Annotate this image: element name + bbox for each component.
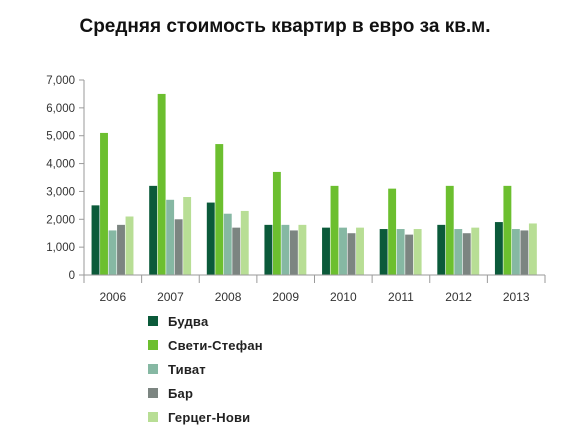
bar-Герцег-Нови-2013	[528, 223, 537, 275]
bar-Свети-Стефан-2007	[157, 93, 166, 276]
legend-swatch	[148, 316, 158, 326]
legend-item: Будва	[148, 309, 263, 333]
legend-item: Герцег-Нови	[148, 405, 263, 429]
legend-label: Свети-Стефан	[168, 337, 263, 353]
x-tick-label: 2007	[157, 290, 184, 304]
x-tick-label: 2011	[388, 290, 414, 304]
y-tick-label: 0	[69, 270, 75, 282]
y-tick-label: 5,000	[46, 131, 75, 143]
bar-Бар-2007	[174, 219, 183, 275]
legend-label: Будва	[168, 313, 209, 329]
legend-swatch	[148, 412, 158, 422]
bar-Свети-Стефан-2009	[272, 171, 281, 275]
bar-Бар-2006	[117, 224, 125, 275]
bar-Бар-2013	[520, 230, 529, 275]
bar-Герцег-Нови-2007	[183, 197, 192, 275]
bar-Бар-2008	[232, 227, 241, 275]
bar-Бар-2011	[405, 234, 414, 275]
bar-Тиват-2012	[454, 229, 463, 275]
chart-title: Средняя стоимость квартир в евро за кв.м…	[79, 16, 491, 37]
bar-Герцег-Нови-2011	[413, 229, 422, 275]
bar-Герцег-Нови-2010	[356, 227, 364, 275]
bar-Будва-2007	[149, 185, 158, 275]
x-tick-label: 2013	[503, 290, 530, 304]
bar-Будва-2009	[264, 224, 273, 275]
bar-Свети-Стефан-2011	[388, 188, 397, 275]
legend-item: Тиват	[148, 357, 263, 381]
bar-Бар-2012	[462, 233, 471, 275]
x-tick-label: 2006	[99, 290, 126, 304]
bar-Тиват-2007	[166, 199, 175, 275]
x-tick-label: 2009	[272, 290, 299, 304]
x-axis: 2006 2007 2008 2009 2010 2011 2012 2013	[83, 274, 546, 304]
bar-Тиват-2011	[396, 229, 405, 275]
bar-Будва-2013	[494, 222, 503, 275]
x-tick-label: 2008	[215, 290, 242, 304]
y-tick-label: 4,000	[46, 159, 75, 171]
bar-Тиват-2008	[223, 213, 232, 275]
legend-label: Герцег-Нови	[168, 409, 251, 425]
legend: Будва Свети-Стефан Тиват Бар Герцег-Нови	[148, 309, 263, 429]
bar-Свети-Стефан-2006	[100, 132, 108, 275]
legend-swatch	[148, 388, 158, 398]
bar-Тиват-2010	[339, 227, 347, 275]
x-tick-label: 2010	[330, 290, 357, 304]
bar-Будва-2010	[322, 227, 330, 275]
bar-Будва-2011	[379, 229, 388, 275]
bar-Свети-Стефан-2013	[503, 185, 512, 275]
x-tick-label: 2012	[445, 290, 472, 304]
legend-item: Свети-Стефан	[148, 333, 263, 357]
y-tick-label: 3,000	[46, 186, 75, 198]
bar-Герцег-Нови-2008	[240, 210, 249, 275]
bar-Тиват-2006	[108, 230, 117, 275]
legend-item: Бар	[148, 381, 263, 405]
y-tick-label: 6,000	[46, 103, 75, 115]
legend-label: Тиват	[168, 361, 206, 377]
bar-Тиват-2009	[281, 224, 290, 275]
bar-Свети-Стефан-2012	[445, 185, 454, 275]
bar-Свети-Стефан-2010	[330, 185, 339, 275]
y-tick-label: 2,000	[46, 214, 75, 226]
bars	[91, 93, 537, 276]
bar-Будва-2008	[206, 202, 215, 275]
legend-swatch	[148, 340, 158, 350]
bar-Будва-2006	[91, 205, 100, 275]
bar-Герцег-Нови-2009	[298, 224, 307, 275]
y-tick-label: 7,000	[46, 75, 75, 87]
bar-Будва-2012	[437, 224, 446, 275]
legend-label: Бар	[168, 385, 194, 401]
bar-Бар-2009	[289, 230, 298, 275]
bar-Тиват-2013	[511, 229, 520, 275]
bar-Герцег-Нови-2012	[471, 227, 480, 275]
legend-swatch	[148, 364, 158, 374]
bar-Свети-Стефан-2008	[215, 144, 224, 275]
y-tick-label: 1,000	[46, 242, 75, 254]
bar-Бар-2010	[347, 233, 356, 275]
bar-Герцег-Нови-2006	[125, 216, 134, 275]
y-axis: 0 1,000 2,000 3,000 4,000 5,000 6,000 7,000	[46, 75, 85, 282]
